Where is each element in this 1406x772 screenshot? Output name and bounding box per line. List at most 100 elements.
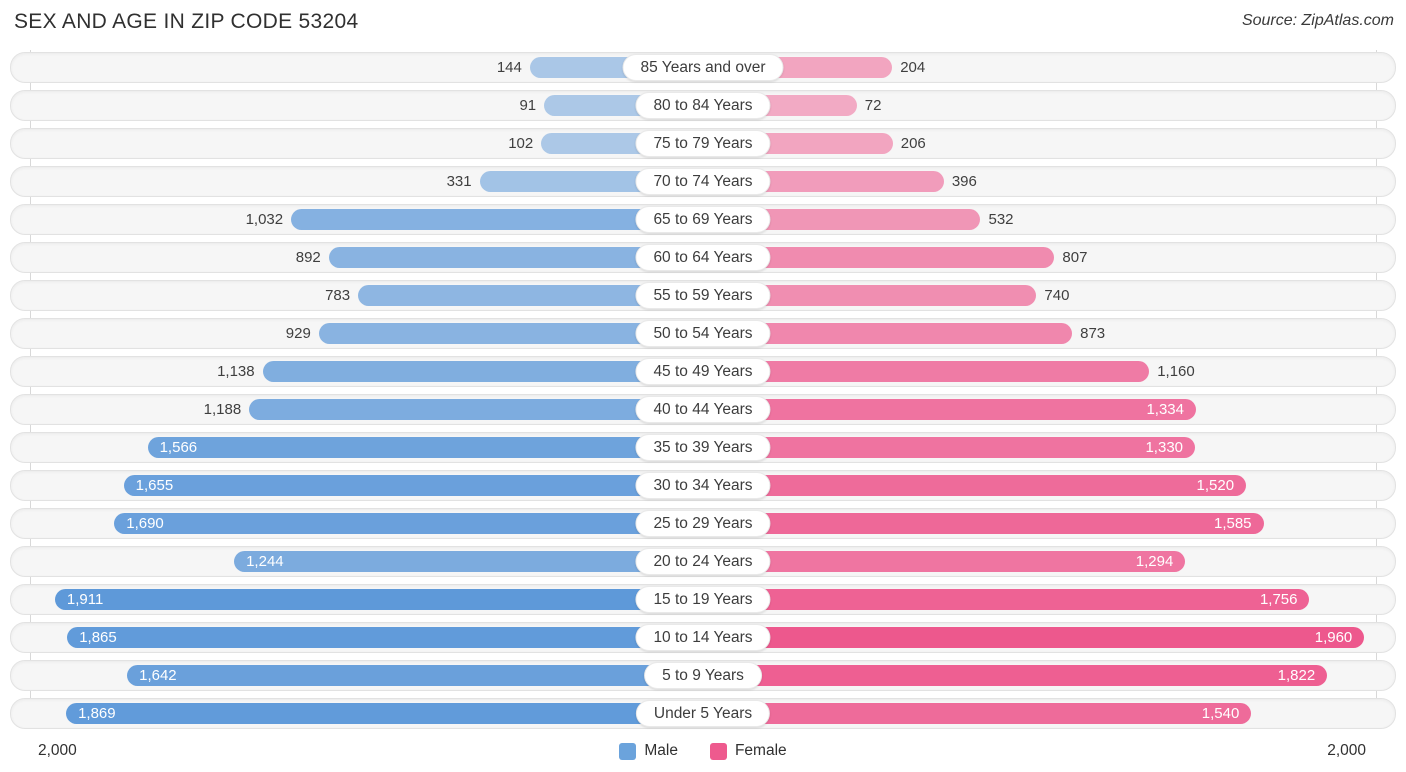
male-bar[interactable] (67, 627, 703, 648)
male-value-label: 91 (519, 97, 537, 114)
age-row: 144 204 85 Years and over (10, 52, 1396, 83)
legend: Male Female (0, 736, 1406, 766)
female-bar[interactable] (703, 513, 1264, 534)
age-row: 892 807 60 to 64 Years (10, 242, 1396, 273)
male-value-label: 1,032 (245, 211, 284, 228)
age-row: 1,188 1,334 40 to 44 Years (10, 394, 1396, 425)
male-value-label: 1,642 (139, 667, 177, 684)
male-value-label: 102 (508, 135, 534, 152)
male-value-label: 1,244 (246, 553, 284, 570)
male-bar[interactable] (127, 665, 703, 686)
age-row: 102 206 75 to 79 Years (10, 128, 1396, 159)
pyramid-chart: 144 204 85 Years and over 91 72 80 to 84 Year… (0, 50, 1406, 729)
male-value-label: 1,138 (217, 363, 255, 380)
male-bar[interactable] (328, 247, 703, 268)
female-value-label: 1,294 (1135, 553, 1174, 570)
age-row: 91 72 80 to 84 Years (10, 90, 1396, 121)
age-row: 1,138 1,160 45 to 49 Years (10, 356, 1396, 387)
legend-item-female[interactable]: Female (709, 736, 787, 766)
page-title: SEX AND AGE IN ZIP CODE 53204 (14, 10, 359, 33)
male-bar[interactable] (114, 513, 703, 534)
age-group-label: 5 to 9 Years (644, 662, 762, 689)
x-axis-max-right: 2,000 (1327, 742, 1366, 759)
age-row: 331 396 70 to 74 Years (10, 166, 1396, 197)
female-value-label: 1,330 (1145, 439, 1184, 456)
age-group-label: 45 to 49 Years (635, 358, 771, 385)
female-bar[interactable] (703, 399, 1196, 420)
male-value-label: 892 (295, 249, 321, 266)
age-row: 1,690 1,585 25 to 29 Years (10, 508, 1396, 539)
male-bar[interactable] (234, 551, 703, 572)
female-value-label: 1,822 (1277, 667, 1316, 684)
age-row: 1,642 1,822 5 to 9 Years (10, 660, 1396, 691)
female-value-label: 807 (1062, 249, 1088, 266)
age-group-label: 15 to 19 Years (635, 586, 771, 613)
male-value-label: 331 (446, 173, 472, 190)
male-value-label: 1,865 (79, 629, 117, 646)
male-bar[interactable] (291, 209, 703, 230)
female-value-label: 206 (900, 135, 926, 152)
female-bar[interactable] (703, 703, 1252, 724)
age-group-label: 50 to 54 Years (635, 320, 771, 347)
female-bar[interactable] (703, 437, 1195, 458)
male-bar[interactable] (147, 437, 703, 458)
age-group-label: 85 Years and over (622, 54, 784, 81)
female-bar[interactable] (703, 247, 1055, 268)
legend-female-label: Female (734, 742, 787, 759)
male-value-label: 929 (285, 325, 311, 342)
age-group-label: 40 to 44 Years (635, 396, 771, 423)
age-row: 1,032 532 65 to 69 Years (10, 204, 1396, 235)
male-bar[interactable] (249, 399, 703, 420)
female-value-label: 396 (951, 173, 977, 190)
male-bar[interactable] (358, 285, 703, 306)
male-bar[interactable] (54, 589, 703, 610)
female-bar[interactable] (703, 475, 1247, 496)
male-value-label: 1,566 (159, 439, 198, 456)
female-value-label: 1,334 (1146, 401, 1184, 418)
age-group-label: 75 to 79 Years (635, 130, 771, 157)
age-row: 1,911 1,756 15 to 19 Years (10, 584, 1396, 615)
right-axis-gridline (1376, 50, 1377, 725)
female-value-label: 1,540 (1201, 705, 1240, 722)
age-group-label: 20 to 24 Years (635, 548, 771, 575)
female-bar[interactable] (703, 323, 1073, 344)
male-value-label: 1,911 (66, 591, 104, 608)
legend-male-label: Male (644, 742, 678, 759)
age-row: 929 873 50 to 54 Years (10, 318, 1396, 349)
female-value-label: 72 (864, 97, 882, 114)
male-bar[interactable] (66, 703, 703, 724)
female-bar[interactable] (703, 209, 981, 230)
male-value-label: 1,188 (203, 401, 242, 418)
female-bar[interactable] (703, 665, 1328, 686)
male-bar[interactable] (318, 323, 703, 344)
age-group-label: 35 to 39 Years (635, 434, 771, 461)
male-value-label: 1,690 (126, 515, 164, 532)
female-value-label: 532 (988, 211, 1014, 228)
female-value-label: 740 (1044, 287, 1070, 304)
age-row: 1,655 1,520 30 to 34 Years (10, 470, 1396, 501)
female-value-label: 1,160 (1157, 363, 1195, 380)
female-value-label: 1,756 (1259, 591, 1298, 608)
age-group-label: 60 to 64 Years (635, 244, 771, 271)
age-row: 783 740 55 to 59 Years (10, 280, 1396, 311)
male-value-label: 783 (325, 287, 351, 304)
source-credit: Source: ZipAtlas.com (1241, 12, 1394, 29)
age-group-label: 30 to 34 Years (635, 472, 771, 499)
legend-item-male[interactable]: Male (619, 736, 678, 766)
chart-footer: 2,000 Male Female 2,000 (0, 736, 1406, 772)
female-bar[interactable] (703, 589, 1310, 610)
male-swatch-icon (619, 742, 637, 760)
female-value-label: 1,960 (1314, 629, 1353, 646)
left-axis-gridline (30, 50, 31, 725)
age-group-label: 80 to 84 Years (635, 92, 771, 119)
female-value-label: 204 (900, 59, 926, 76)
female-bar[interactable] (703, 627, 1365, 648)
age-group-label: 65 to 69 Years (635, 206, 771, 233)
female-bar[interactable] (703, 551, 1186, 572)
female-value-label: 1,520 (1196, 477, 1235, 494)
age-group-label: 70 to 74 Years (635, 168, 771, 195)
male-bar[interactable] (123, 475, 703, 496)
male-bar[interactable] (262, 361, 703, 382)
female-bar[interactable] (703, 285, 1037, 306)
female-bar[interactable] (703, 361, 1150, 382)
